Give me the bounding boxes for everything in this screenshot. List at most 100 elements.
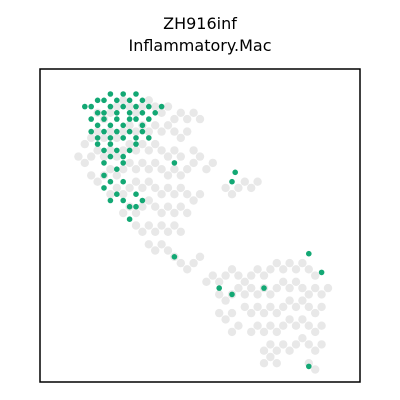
background-spot — [189, 146, 198, 155]
background-spot — [163, 171, 173, 180]
background-spot — [291, 340, 301, 349]
background-spot — [74, 152, 83, 161]
background-spot — [183, 114, 192, 124]
highlighted-spot — [133, 103, 139, 110]
background-spot — [317, 321, 326, 330]
highlighted-spot — [107, 135, 114, 141]
background-spot — [317, 290, 326, 299]
highlighted-spot — [120, 122, 126, 129]
background-spot — [247, 327, 256, 337]
background-spot — [240, 302, 249, 312]
highlighted-spot — [126, 203, 133, 210]
background-spot — [112, 183, 122, 193]
background-spot — [170, 165, 179, 174]
background-spot — [311, 327, 320, 337]
highlighted-spot — [133, 116, 139, 122]
background-spot — [144, 146, 153, 155]
background-spot — [119, 96, 128, 105]
background-spot — [291, 277, 301, 286]
background-spot — [176, 108, 185, 118]
background-spot — [144, 165, 153, 174]
background-spot — [259, 271, 269, 280]
highlighted-spot — [88, 103, 94, 110]
background-spot — [131, 108, 141, 118]
highlighted-spot — [171, 253, 178, 260]
background-spot — [304, 290, 313, 299]
background-spot — [176, 227, 185, 236]
background-spot — [266, 302, 275, 312]
highlighted-spot — [133, 91, 139, 97]
background-spot — [138, 183, 147, 193]
highlighted-spot — [229, 178, 235, 185]
highlighted-spot — [158, 103, 165, 110]
highlighted-spot — [133, 141, 139, 147]
highlighted-spot — [229, 291, 235, 298]
chart-title: ZH916inf — [163, 14, 237, 33]
background-spot — [138, 139, 147, 149]
background-spot — [259, 308, 269, 318]
background-spot — [138, 158, 147, 168]
highlighted-spot — [101, 185, 107, 191]
highlighted-spot — [94, 122, 101, 129]
background-spot — [151, 246, 160, 255]
background-spot — [157, 208, 166, 218]
background-spot — [285, 296, 294, 305]
highlighted-spot — [101, 160, 107, 166]
background-spot — [304, 340, 313, 349]
background-spot — [272, 258, 281, 268]
background-spot — [157, 108, 166, 118]
background-spot — [170, 208, 179, 218]
background-spot — [170, 190, 179, 199]
background-spot — [125, 158, 134, 168]
highlighted-spot — [139, 97, 146, 104]
background-spot — [151, 202, 160, 211]
highlighted-spot — [88, 128, 94, 135]
background-spot — [189, 196, 198, 205]
background-spot — [125, 139, 134, 149]
background-spot — [253, 321, 262, 330]
background-spot — [291, 321, 301, 330]
background-spot — [106, 108, 115, 118]
highlighted-spot — [126, 128, 133, 135]
background-spot — [138, 102, 147, 111]
background-spot — [259, 346, 269, 355]
background-spot — [253, 290, 262, 299]
background-spot — [131, 177, 141, 186]
background-spot — [317, 340, 326, 349]
background-spot — [87, 171, 96, 180]
background-spot — [119, 146, 128, 155]
highlighted-spot — [114, 116, 120, 122]
background-spot — [183, 265, 192, 274]
highlighted-spot — [261, 285, 267, 291]
background-spot — [157, 146, 166, 155]
background-spot — [106, 190, 115, 199]
background-spot — [247, 183, 256, 193]
background-spot — [119, 208, 128, 218]
highlighted-spot — [114, 147, 120, 154]
highlighted-spot — [114, 128, 120, 135]
background-spot — [106, 146, 115, 155]
background-spot — [272, 346, 281, 355]
background-spot — [195, 190, 205, 199]
background-spot — [80, 139, 90, 149]
background-spot — [183, 208, 192, 218]
highlighted-spot — [101, 110, 107, 116]
background-spot — [151, 102, 160, 111]
background-spot — [80, 158, 90, 168]
highlighted-spot — [94, 97, 101, 104]
background-spot — [144, 127, 153, 136]
background-spot — [195, 152, 205, 161]
chart-subtitle: Inflammatory.Mac — [128, 36, 271, 55]
background-spot — [131, 146, 141, 155]
highlighted-spot — [120, 91, 126, 97]
highlighted-spot — [114, 97, 120, 104]
background-spot — [183, 190, 192, 199]
highlighted-spot — [120, 197, 126, 204]
highlighted-spot — [120, 160, 126, 166]
background-spot — [131, 165, 141, 174]
highlighted-spot — [107, 197, 114, 204]
background-spot — [195, 114, 205, 124]
background-spot — [151, 121, 160, 130]
background-spot — [112, 133, 122, 143]
highlighted-spot — [94, 135, 101, 141]
